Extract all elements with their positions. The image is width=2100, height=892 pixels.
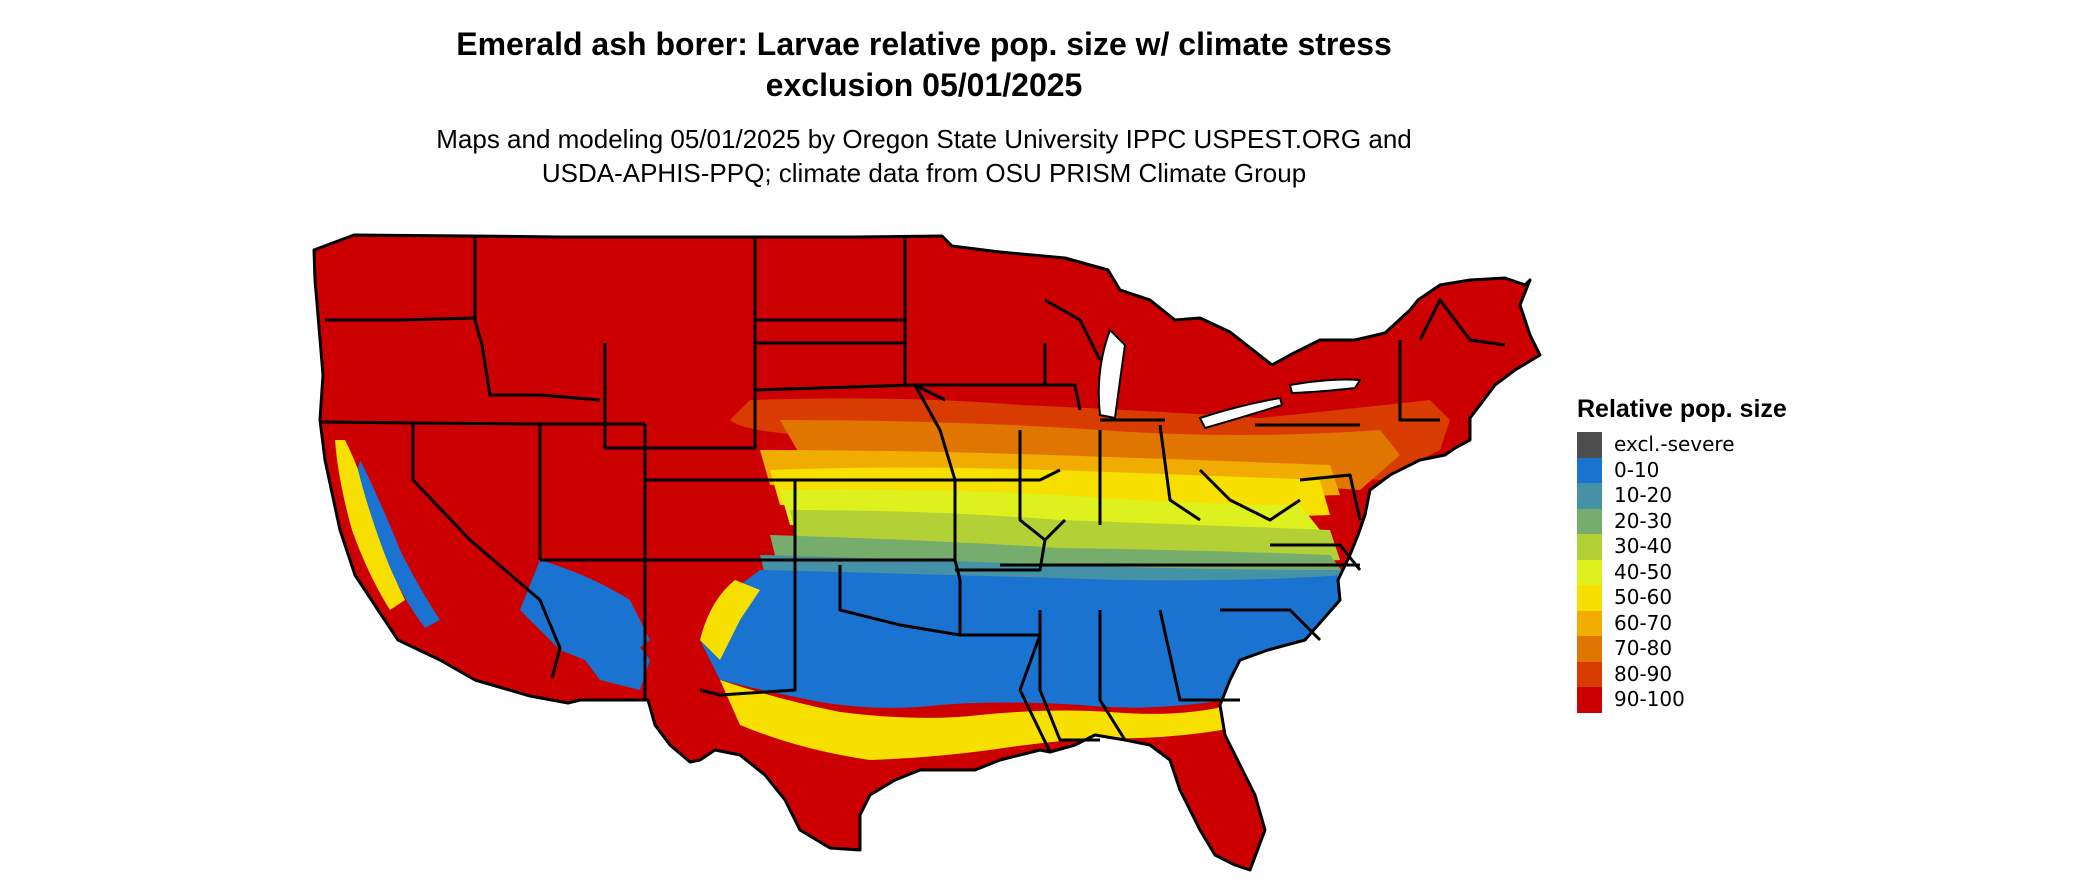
us-map <box>312 233 1542 872</box>
legend-label: 50-60 <box>1614 585 1673 610</box>
boundary-wv-va <box>1198 468 1301 522</box>
boundary-mt-dakotas <box>753 237 907 345</box>
boundary-ks-ok <box>795 478 957 562</box>
boundary-ky-oh-in-il <box>1018 430 1046 542</box>
legend-item: 0-10 <box>1577 457 1787 483</box>
legend-label: 40-50 <box>1614 559 1673 584</box>
boundary-oh-pa <box>1158 424 1201 522</box>
legend-item: 50-60 <box>1577 585 1787 611</box>
legend-swatch <box>1577 534 1602 560</box>
lake-michigan <box>1097 328 1127 420</box>
legend-label: 60-70 <box>1614 610 1673 635</box>
legend-label: 0-10 <box>1614 457 1660 482</box>
legend-item: 70-80 <box>1577 636 1787 662</box>
zone-blue-ca-valley <box>358 460 440 628</box>
zone-yellow-ca-coast <box>335 440 405 610</box>
legend-swatch <box>1577 636 1602 662</box>
boundary-co-nm <box>645 478 797 562</box>
boundary-ca-nv <box>411 423 562 679</box>
legend-item: 80-90 <box>1577 661 1787 687</box>
legend-item: excl.-severe <box>1577 432 1787 458</box>
great-lakes <box>1097 328 1362 430</box>
legend-item: 30-40 <box>1577 534 1787 560</box>
legend-swatch <box>1577 483 1602 509</box>
legend-swatch <box>1577 432 1602 458</box>
legend-swatch <box>1577 457 1602 483</box>
boundary-wy-co <box>603 343 757 450</box>
zone-0-10-south <box>700 570 1345 708</box>
legend: Relative pop. size excl.-severe 0-10 10-20… <box>1577 394 1787 713</box>
legend-label: 90-100 <box>1614 687 1685 712</box>
map-title: Emerald ash borer: Larvae relative pop. … <box>0 24 1848 106</box>
legend-swatch <box>1577 661 1602 687</box>
legend-item: 90-100 <box>1577 687 1787 713</box>
legend-item: 10-20 <box>1577 483 1787 509</box>
boundary-mn-ia <box>903 343 1047 387</box>
boundary-ar-la <box>960 633 1052 753</box>
legend-item: 20-30 <box>1577 508 1787 534</box>
map-title-line-1: Emerald ash borer: Larvae relative pop. … <box>456 26 1392 62</box>
legend-swatch <box>1577 508 1602 534</box>
boundary-ms-al <box>1038 610 1100 742</box>
legend-swatch <box>1577 610 1602 636</box>
boundary-il-wi <box>1045 383 1082 411</box>
legend-swatch <box>1577 687 1602 713</box>
boundary-wa-or <box>325 316 476 322</box>
legend-label: 10-20 <box>1614 483 1673 508</box>
zone-yellow-gulf <box>720 680 1230 760</box>
boundary-mo-ar <box>955 518 1067 572</box>
legend-label: 70-80 <box>1614 636 1673 661</box>
legend-title: Relative pop. size <box>1577 395 1787 423</box>
boundary-al-ga <box>1098 610 1127 741</box>
boundary-nc-sc <box>1220 608 1322 642</box>
boundary-id-mt <box>473 237 601 402</box>
state-boundaries <box>312 233 1542 872</box>
zone-yellow-tx <box>700 580 760 660</box>
legend-items: excl.-severe 0-10 10-20 20-30 30-40 40-50 50-6… <box>1577 432 1787 713</box>
zone-red-fl <box>1185 760 1250 870</box>
zone-blue-az <box>570 600 650 690</box>
map-title-line-2: exclusion 05/01/2025 <box>765 67 1083 103</box>
lake-erie <box>1198 396 1284 430</box>
suitability-zones <box>314 235 1540 870</box>
boundary-or-ca-nv-ut <box>321 420 645 426</box>
legend-label: 30-40 <box>1614 534 1673 559</box>
boundary-ia-mo <box>913 384 1061 482</box>
lake-ontario <box>1288 378 1362 395</box>
boundary-ga-fl <box>1158 609 1240 702</box>
boundary-md-de <box>1299 473 1362 521</box>
legend-swatch <box>1577 585 1602 611</box>
boundary-ok-tx <box>838 559 962 637</box>
boundary-nm-tx <box>699 560 797 697</box>
boundary-wi-mi <box>1044 298 1102 361</box>
legend-item: 60-70 <box>1577 610 1787 636</box>
legend-swatch <box>1577 559 1602 585</box>
map-subtitle: Maps and modeling 05/01/2025 by Oregon S… <box>0 122 1848 190</box>
legend-item: 40-50 <box>1577 559 1787 585</box>
us-outline <box>312 233 1542 872</box>
legend-label: 20-30 <box>1614 508 1673 533</box>
legend-label: excl.-severe <box>1614 432 1735 457</box>
boundary-ny-vt-nh <box>1398 340 1440 422</box>
map-subtitle-line-1: Maps and modeling 05/01/2025 by Oregon S… <box>436 124 1412 154</box>
legend-label: 80-90 <box>1614 661 1673 686</box>
boundary-new-england <box>1418 298 1506 347</box>
map-subtitle-line-2: USDA-APHIS-PPQ; climate data from OSU PR… <box>541 158 1307 188</box>
boundary-va-nc <box>1270 543 1362 571</box>
